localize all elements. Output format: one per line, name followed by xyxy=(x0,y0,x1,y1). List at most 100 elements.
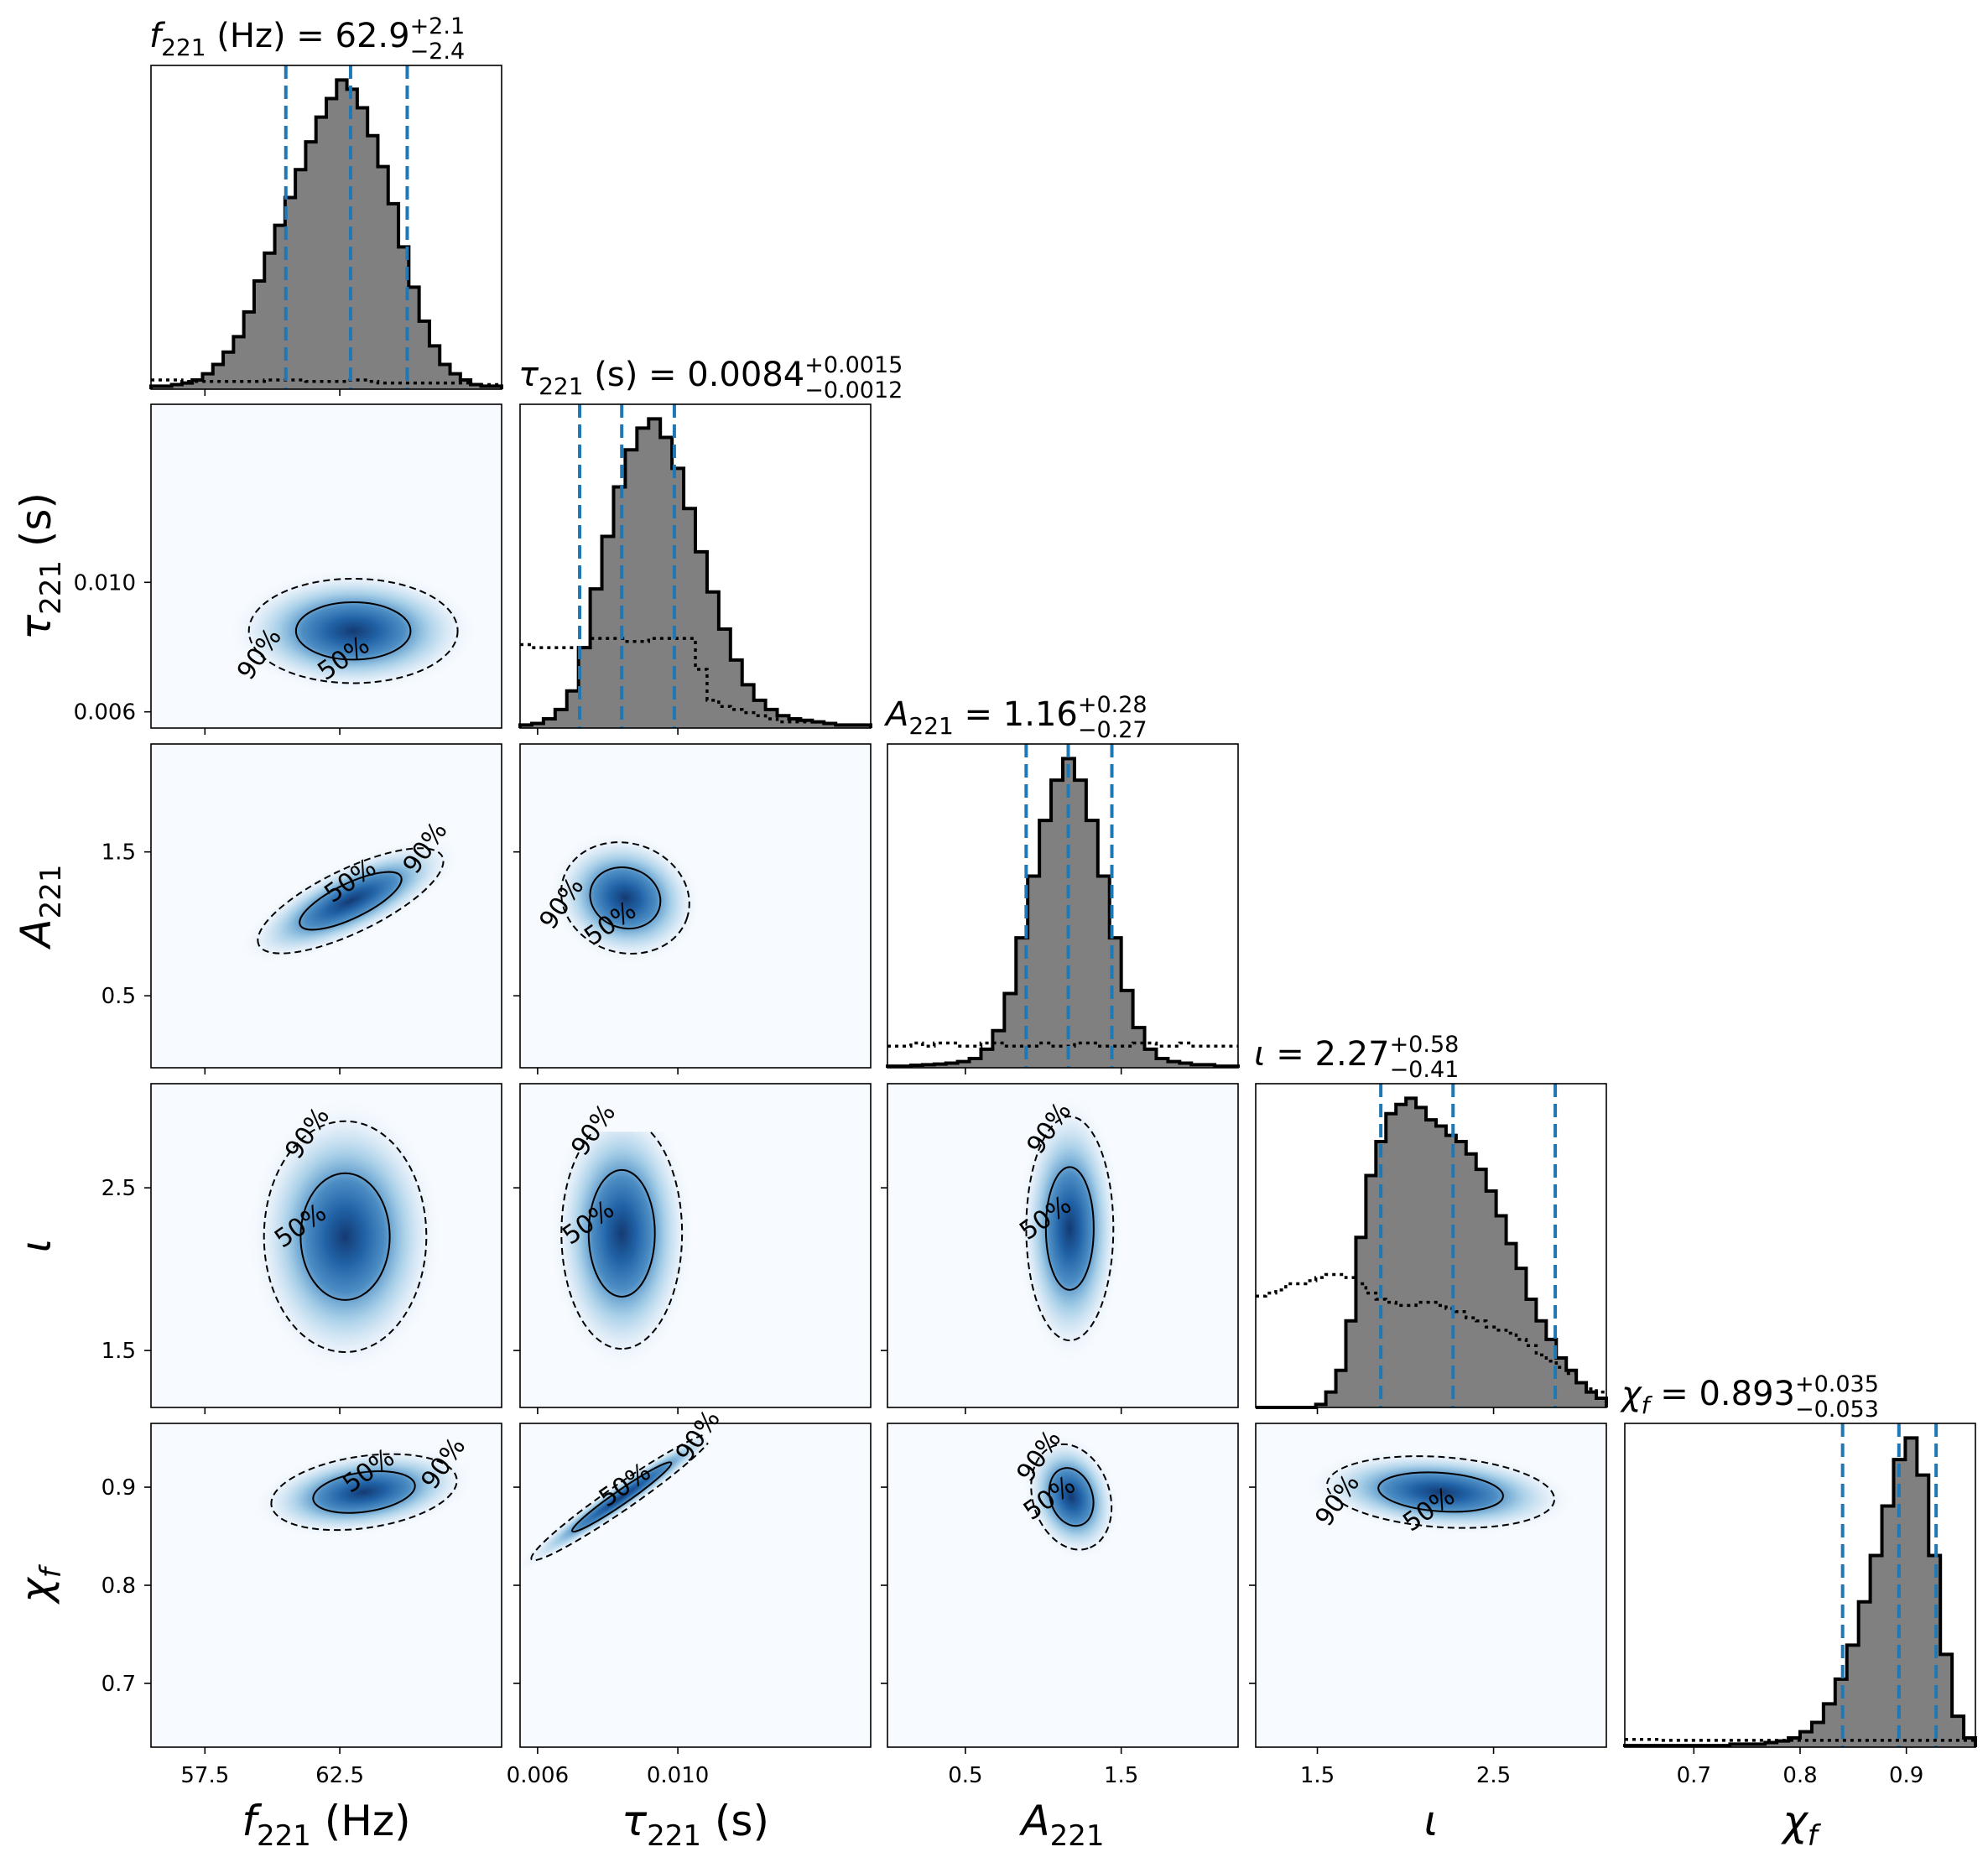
posterior-outline xyxy=(886,757,1240,1069)
posterior-bar xyxy=(684,508,696,728)
posterior-bar xyxy=(377,166,389,389)
posterior-bar xyxy=(1516,1268,1527,1407)
posterior-bar xyxy=(1870,1555,1882,1747)
posterior-bar xyxy=(1596,1397,1607,1407)
prior-outline xyxy=(151,378,502,387)
contour-50 xyxy=(1044,1166,1095,1291)
posterior-outline xyxy=(518,417,872,728)
panel-frame xyxy=(150,1083,502,1408)
posterior-bar xyxy=(1858,1601,1871,1747)
diag-panel-1: τ221 (s) = 0.0084+0.0015−0.0012 xyxy=(518,352,903,735)
posterior-bar xyxy=(1132,1027,1145,1068)
posterior-bar xyxy=(1811,1722,1824,1747)
contour-50 xyxy=(312,1470,416,1514)
contour-50 xyxy=(587,1168,656,1298)
x-axis-label-0: f221 (Hz) xyxy=(242,1797,410,1852)
panel-frame xyxy=(150,743,502,1069)
y-tick-label: 0.9 xyxy=(101,1475,136,1501)
density-group xyxy=(247,1096,444,1376)
y-tick-label: 2.5 xyxy=(101,1176,136,1201)
y-tick-label: 0.006 xyxy=(74,700,136,726)
panel-title-1: τ221 (s) = 0.0084+0.0015 xyxy=(518,352,903,400)
pair-panel-2-1: 50%90% xyxy=(513,743,872,1074)
panel-title-minus: −0.41 xyxy=(1390,1057,1460,1083)
posterior-bar xyxy=(223,351,234,389)
posterior-bar xyxy=(1586,1392,1597,1407)
panel-title-0: f221 (Hz) = 62.9+2.1 xyxy=(149,13,465,61)
panel-frame xyxy=(887,743,1239,1069)
contour-90 xyxy=(257,847,445,955)
contour-90 xyxy=(247,577,459,684)
density-group xyxy=(252,1446,476,1538)
posterior-outline xyxy=(1623,1436,1977,1748)
posterior-bar xyxy=(788,718,801,728)
pair-panel-3-2: 50%90% xyxy=(881,1083,1239,1414)
density-cloud xyxy=(1303,1449,1579,1536)
posterior-bar xyxy=(1556,1358,1567,1407)
y-tick-label: 0.010 xyxy=(74,570,136,596)
posterior-bar xyxy=(625,450,638,728)
posterior-bar xyxy=(590,589,602,728)
posterior-outline xyxy=(1256,1096,1608,1409)
posterior-bar xyxy=(295,169,306,389)
posterior-bar xyxy=(957,1061,970,1068)
density-group xyxy=(238,837,463,965)
posterior-bar xyxy=(1335,1370,1346,1407)
posterior-bar xyxy=(1445,1135,1457,1407)
prior-outline xyxy=(887,1041,1238,1048)
posterior-bar xyxy=(326,98,337,390)
y-tick-label: 0.7 xyxy=(101,1672,136,1697)
posterior-bar xyxy=(730,659,743,728)
density-group xyxy=(1303,1449,1579,1536)
posterior-bar xyxy=(1028,876,1040,1068)
x-tick-label: 57.5 xyxy=(180,1763,229,1788)
posterior-bar xyxy=(969,1058,981,1068)
diag-panel-2: A221 = 1.16+0.28−0.27 xyxy=(883,692,1240,1074)
density-cloud xyxy=(1017,1093,1123,1365)
posterior-bar xyxy=(192,379,203,389)
contour-90 xyxy=(263,1120,428,1353)
density-group xyxy=(1017,1093,1123,1365)
contour-90 xyxy=(1025,1116,1115,1342)
posterior-bar xyxy=(440,364,450,389)
y-tick-label: 0.8 xyxy=(101,1574,136,1599)
posterior-bar xyxy=(1777,1740,1789,1747)
posterior-bar xyxy=(264,252,275,389)
contour-50 xyxy=(299,871,403,931)
diag-panel-4: χf = 0.893+0.035−0.053 xyxy=(1620,1371,1977,1754)
pair-panel-4-1: 50%90% xyxy=(512,1405,872,1754)
density-cloud xyxy=(548,830,703,965)
posterior-bar xyxy=(388,203,399,389)
x-tick-label: 0.010 xyxy=(647,1763,709,1788)
posterior-bar xyxy=(1325,1392,1336,1407)
y-tick-label: 1.5 xyxy=(101,1339,136,1364)
density-cloud xyxy=(549,1131,695,1373)
panel-frame xyxy=(1255,1083,1607,1408)
panel-frame xyxy=(519,743,872,1069)
contour-90 xyxy=(1326,1455,1556,1529)
y-tick-label: 0.5 xyxy=(101,984,136,1009)
posterior-bar xyxy=(1168,1061,1180,1068)
density-cloud xyxy=(252,1446,476,1538)
posterior-bar xyxy=(637,428,649,728)
posterior-bar xyxy=(233,336,245,389)
posterior-outline xyxy=(149,78,503,389)
x-tick-label: 0.7 xyxy=(1677,1763,1711,1788)
posterior-bar xyxy=(1506,1243,1517,1407)
panel-title-4: χf = 0.893+0.035 xyxy=(1620,1371,1879,1419)
x-axis-label-1: τ221 (s) xyxy=(622,1797,769,1852)
posterior-bar xyxy=(1121,990,1133,1068)
contour-90 xyxy=(560,841,690,955)
posterior-bar xyxy=(1356,1237,1366,1407)
posterior-bar xyxy=(1765,1742,1777,1747)
diag-panel-3: ι = 2.27+0.58−0.41 xyxy=(1254,1032,1608,1414)
posterior-bar xyxy=(1823,1704,1836,1747)
contour-90 xyxy=(560,1131,684,1350)
posterior-bar xyxy=(471,384,481,389)
posterior-bar xyxy=(934,1064,947,1068)
posterior-bar xyxy=(1905,1438,1918,1747)
posterior-bar xyxy=(1396,1104,1407,1407)
posterior-bar xyxy=(648,419,661,728)
contour-50 xyxy=(1377,1471,1504,1513)
